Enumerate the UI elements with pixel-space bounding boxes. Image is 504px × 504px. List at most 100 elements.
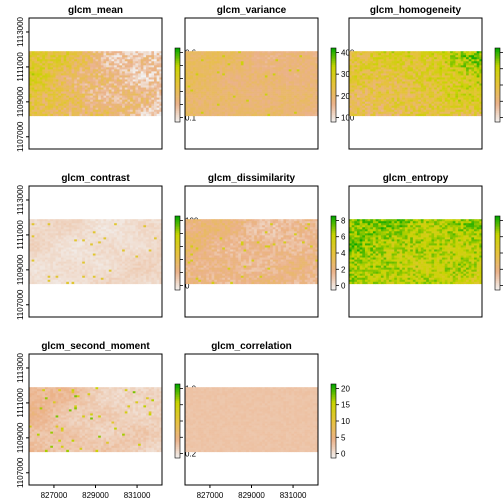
raster-cell [187, 113, 191, 117]
raster-cell [349, 63, 352, 66]
raster-cell [288, 67, 292, 70]
raster-cell [100, 101, 104, 104]
raster-cell [299, 107, 303, 111]
raster-cell [447, 67, 451, 70]
raster-cell [108, 79, 112, 82]
raster-cell [304, 67, 308, 70]
raster-cell [31, 91, 35, 94]
raster-cell [138, 107, 142, 111]
raster-cell [310, 57, 313, 60]
raster-cell [359, 69, 363, 72]
raster-cell [439, 87, 443, 90]
raster-cell [356, 95, 360, 98]
raster-cell [71, 63, 75, 66]
raster-cell [452, 53, 456, 56]
raster-cell [280, 61, 284, 64]
raster-cell [439, 77, 443, 80]
raster-cell [426, 99, 430, 102]
raster-cell [42, 87, 46, 90]
raster-cell [307, 95, 311, 98]
raster-cell [192, 65, 196, 68]
raster-cell [463, 101, 467, 104]
raster-cell [354, 65, 358, 68]
raster-cell [248, 111, 252, 115]
raster-cell [224, 53, 228, 56]
raster-cell [203, 105, 207, 109]
legend-swatch [175, 114, 180, 117]
raster-cell [127, 107, 131, 111]
raster-cell [310, 77, 313, 80]
raster-cell [450, 51, 454, 54]
raster-cell [130, 109, 134, 113]
raster-cell [296, 83, 300, 86]
raster-cell [206, 99, 210, 102]
raster-cell [230, 75, 234, 78]
raster-cell [254, 53, 258, 56]
raster-cell [127, 63, 131, 66]
raster-cell [251, 57, 255, 60]
raster-cell [206, 89, 210, 92]
raster-cell [463, 113, 467, 117]
raster-cell [383, 79, 387, 82]
raster-cell [211, 93, 215, 96]
raster-cell [267, 107, 271, 111]
raster-cell [235, 91, 239, 94]
raster-cell [190, 97, 194, 100]
raster-cell [468, 93, 472, 96]
raster-cell [159, 59, 163, 62]
raster-cell [286, 69, 290, 72]
raster-cell [132, 83, 136, 86]
raster-cell [474, 51, 477, 54]
raster-cell [259, 93, 263, 96]
raster-cell [138, 105, 142, 109]
raster-cell [240, 59, 244, 62]
raster-cell [36, 99, 40, 102]
raster-cell [238, 57, 242, 60]
raster-cell [187, 93, 191, 96]
raster-cell [476, 107, 480, 111]
raster-cell [116, 81, 120, 84]
raster-cell [396, 95, 400, 98]
raster-cell [283, 103, 287, 107]
raster-cell [238, 89, 242, 92]
raster-cell [206, 73, 210, 76]
raster-cell [151, 61, 155, 64]
raster-cell [248, 87, 252, 90]
raster-cell [294, 65, 298, 68]
raster-cell [154, 55, 157, 58]
raster-cell [156, 101, 160, 104]
raster-cell [208, 51, 212, 54]
raster-cell [270, 51, 274, 54]
raster-cell [412, 51, 416, 54]
raster-cell [286, 81, 290, 84]
raster-cell [76, 83, 80, 86]
raster-cell [208, 69, 212, 72]
raster-cell [354, 91, 358, 94]
raster-cell [151, 113, 155, 117]
raster-cell [272, 75, 276, 78]
raster-cell [34, 61, 38, 64]
raster-cell [259, 75, 263, 78]
raster-cell [304, 103, 308, 107]
raster-cell [95, 71, 99, 74]
raster-cell [140, 103, 144, 107]
raster-cell [248, 59, 252, 62]
raster-cell [418, 69, 422, 72]
raster-cell [216, 67, 220, 70]
raster-cell [410, 71, 414, 74]
raster-cell [36, 101, 40, 104]
raster-cell [87, 71, 91, 74]
raster-cell [235, 57, 239, 60]
raster-cell [146, 81, 149, 84]
raster-cell [36, 55, 40, 58]
raster-cell [370, 69, 374, 72]
raster-cell [394, 103, 398, 107]
raster-cell [114, 107, 118, 111]
raster-cell [138, 95, 142, 98]
raster-cell [442, 71, 446, 74]
raster-cell [119, 109, 123, 113]
raster-cell [151, 69, 155, 72]
raster-cell [90, 113, 94, 117]
raster-cell [288, 103, 292, 107]
raster-cell [95, 63, 99, 66]
